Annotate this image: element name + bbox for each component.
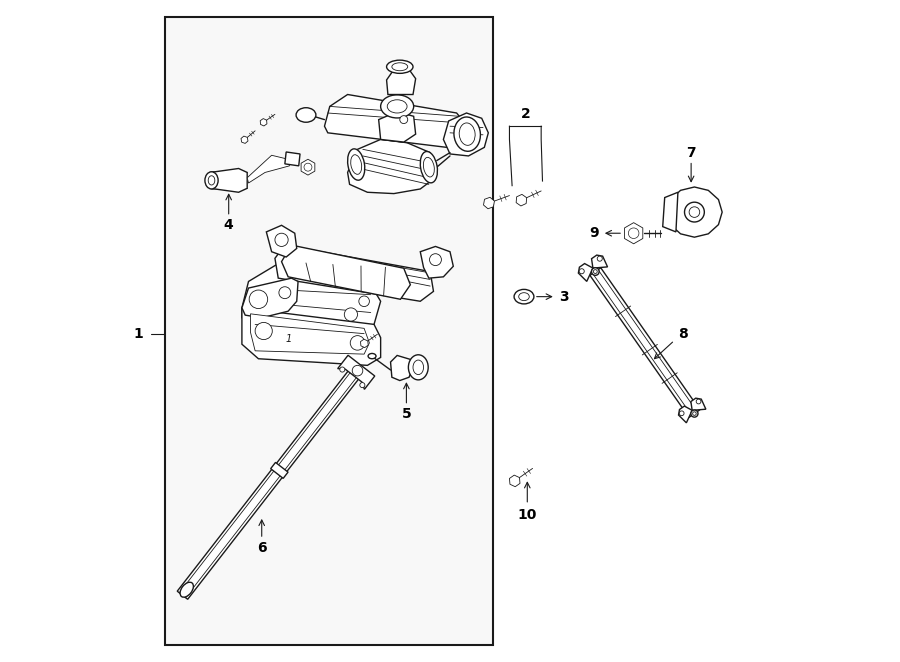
Circle shape xyxy=(628,228,639,238)
Text: 10: 10 xyxy=(518,508,537,522)
Polygon shape xyxy=(592,269,698,416)
Ellipse shape xyxy=(514,289,534,304)
Polygon shape xyxy=(420,246,454,278)
Text: 7: 7 xyxy=(687,146,696,160)
Ellipse shape xyxy=(454,117,481,152)
Circle shape xyxy=(598,256,602,261)
Circle shape xyxy=(580,269,584,274)
Circle shape xyxy=(255,322,273,340)
Polygon shape xyxy=(590,267,700,417)
Polygon shape xyxy=(242,308,381,365)
Ellipse shape xyxy=(180,582,194,597)
FancyBboxPatch shape xyxy=(165,17,493,645)
Polygon shape xyxy=(250,314,369,354)
Polygon shape xyxy=(516,195,526,206)
Text: 3: 3 xyxy=(559,290,569,304)
Polygon shape xyxy=(284,152,300,166)
Text: 4: 4 xyxy=(224,218,234,232)
Polygon shape xyxy=(483,197,494,209)
Circle shape xyxy=(359,296,369,307)
Polygon shape xyxy=(391,355,413,381)
Polygon shape xyxy=(179,371,357,598)
Circle shape xyxy=(340,367,345,372)
Ellipse shape xyxy=(351,155,362,174)
Text: 6: 6 xyxy=(256,541,266,555)
Circle shape xyxy=(593,269,598,273)
Polygon shape xyxy=(662,192,678,232)
Circle shape xyxy=(689,207,699,217)
Text: 1: 1 xyxy=(133,327,143,342)
Polygon shape xyxy=(509,475,520,487)
Polygon shape xyxy=(211,169,248,192)
Ellipse shape xyxy=(381,95,414,118)
Circle shape xyxy=(691,410,698,417)
Polygon shape xyxy=(266,225,297,257)
Ellipse shape xyxy=(459,123,475,146)
Ellipse shape xyxy=(423,158,435,177)
Circle shape xyxy=(360,383,364,388)
Polygon shape xyxy=(338,355,374,389)
Polygon shape xyxy=(241,136,248,144)
Polygon shape xyxy=(361,339,368,348)
Circle shape xyxy=(249,290,267,308)
Text: 5: 5 xyxy=(401,406,411,420)
Polygon shape xyxy=(379,112,416,142)
Polygon shape xyxy=(242,278,298,318)
Circle shape xyxy=(352,365,363,376)
Circle shape xyxy=(697,399,701,404)
Circle shape xyxy=(591,267,599,275)
Ellipse shape xyxy=(387,60,413,73)
Ellipse shape xyxy=(392,63,408,71)
Polygon shape xyxy=(271,462,288,479)
Circle shape xyxy=(257,297,273,312)
Ellipse shape xyxy=(387,100,407,113)
Polygon shape xyxy=(691,398,706,410)
Polygon shape xyxy=(679,406,692,423)
Polygon shape xyxy=(387,67,416,95)
Polygon shape xyxy=(282,245,410,299)
Circle shape xyxy=(274,233,288,246)
Circle shape xyxy=(345,308,357,321)
Circle shape xyxy=(693,412,697,415)
Ellipse shape xyxy=(347,149,365,180)
Polygon shape xyxy=(347,140,436,193)
Ellipse shape xyxy=(208,175,215,185)
Circle shape xyxy=(279,287,291,299)
Ellipse shape xyxy=(409,355,428,380)
Circle shape xyxy=(429,254,441,265)
Circle shape xyxy=(304,164,312,171)
Ellipse shape xyxy=(296,108,316,122)
Circle shape xyxy=(680,411,684,416)
Polygon shape xyxy=(302,160,315,175)
Polygon shape xyxy=(444,113,489,156)
Ellipse shape xyxy=(420,152,437,183)
Circle shape xyxy=(685,202,705,222)
Text: 2: 2 xyxy=(520,107,530,121)
Polygon shape xyxy=(248,156,290,183)
Text: 8: 8 xyxy=(679,326,688,341)
Polygon shape xyxy=(177,370,359,599)
Circle shape xyxy=(400,116,408,124)
Ellipse shape xyxy=(368,354,376,359)
Polygon shape xyxy=(242,261,381,338)
Polygon shape xyxy=(591,255,608,268)
Polygon shape xyxy=(625,222,643,244)
Polygon shape xyxy=(667,187,722,237)
Circle shape xyxy=(350,336,365,350)
Text: 9: 9 xyxy=(590,226,598,240)
Polygon shape xyxy=(274,245,434,301)
Polygon shape xyxy=(579,263,593,281)
Polygon shape xyxy=(325,95,466,148)
Polygon shape xyxy=(260,118,267,126)
Ellipse shape xyxy=(413,360,424,375)
Text: 1: 1 xyxy=(285,334,292,344)
Ellipse shape xyxy=(518,293,529,301)
Ellipse shape xyxy=(205,172,218,189)
